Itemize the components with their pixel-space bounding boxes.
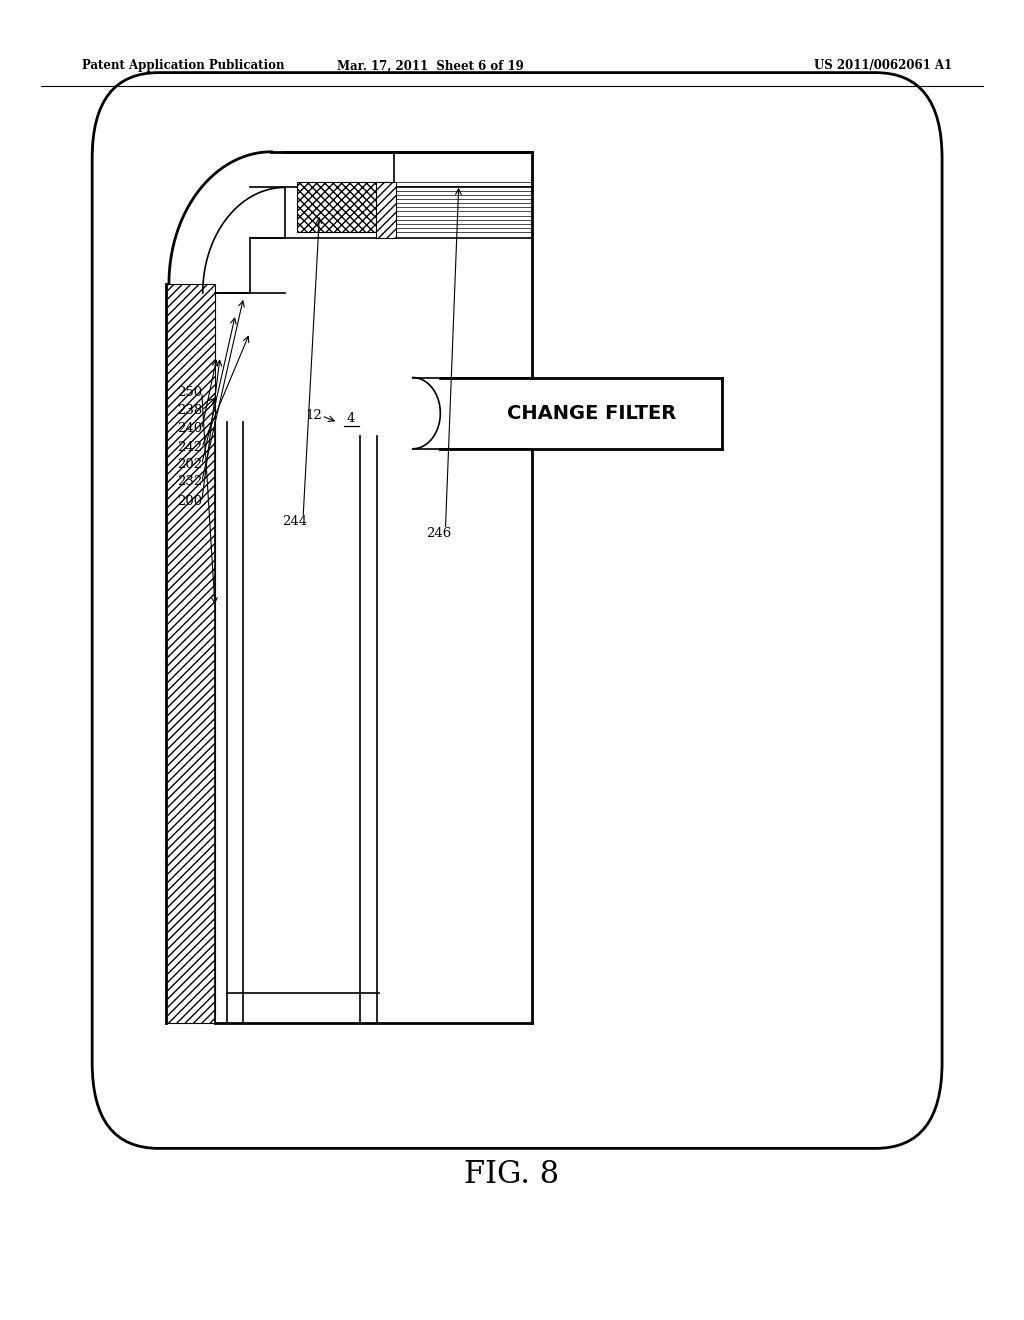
Text: 244: 244 bbox=[283, 515, 307, 528]
FancyBboxPatch shape bbox=[92, 73, 942, 1148]
Text: Mar. 17, 2011  Sheet 6 of 19: Mar. 17, 2011 Sheet 6 of 19 bbox=[337, 59, 523, 73]
Text: 250: 250 bbox=[177, 385, 202, 399]
Bar bbox=[297, 182, 389, 232]
Text: 202: 202 bbox=[177, 458, 202, 471]
Bar bbox=[440, 378, 722, 449]
Text: 200: 200 bbox=[177, 495, 202, 508]
Text: 246: 246 bbox=[426, 527, 451, 540]
Text: 238: 238 bbox=[177, 404, 202, 417]
Text: 4: 4 bbox=[347, 412, 355, 425]
Bar bbox=[166, 284, 215, 1023]
Bar bbox=[376, 182, 396, 238]
Text: 242: 242 bbox=[177, 441, 202, 454]
Text: CHANGE FILTER: CHANGE FILTER bbox=[507, 404, 676, 422]
Text: Patent Application Publication: Patent Application Publication bbox=[82, 59, 285, 73]
Text: 232: 232 bbox=[177, 475, 202, 488]
Text: 240: 240 bbox=[177, 422, 202, 436]
Text: 12: 12 bbox=[305, 409, 322, 422]
Text: US 2011/0062061 A1: US 2011/0062061 A1 bbox=[814, 59, 952, 73]
Text: FIG. 8: FIG. 8 bbox=[465, 1159, 559, 1191]
